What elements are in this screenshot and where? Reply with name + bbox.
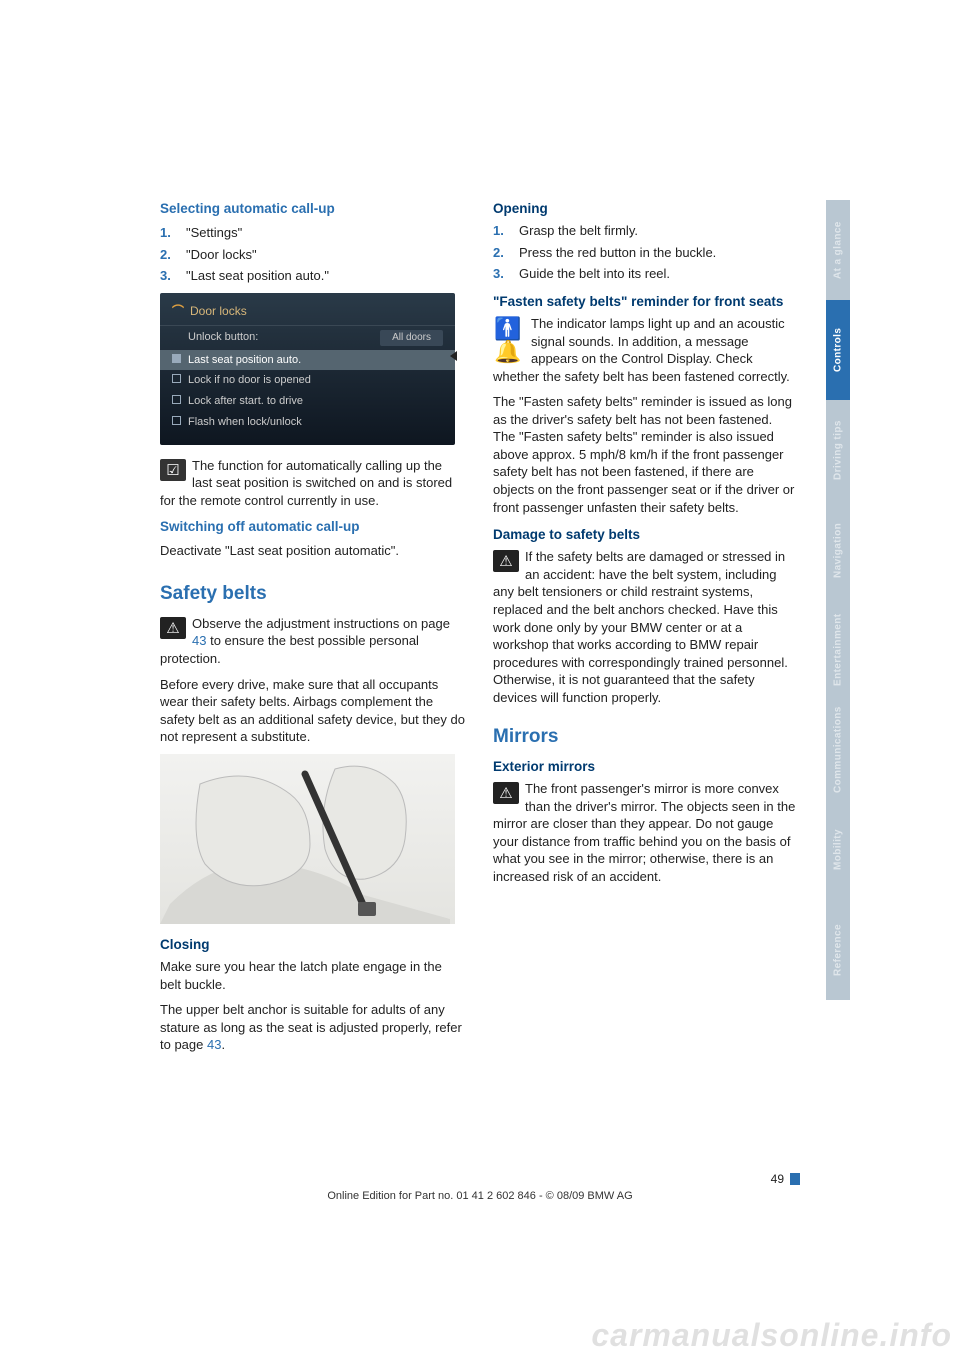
heading-safety-belts: Safety belts bbox=[160, 581, 465, 607]
steps-selecting: "Settings" "Door locks" "Last seat posit… bbox=[160, 224, 465, 285]
page-number: 49 bbox=[771, 1172, 800, 1186]
safety-intro-a: Observe the adjustment instructions on p… bbox=[192, 616, 450, 631]
section-tab[interactable]: At a glance bbox=[826, 200, 850, 300]
exterior-mirrors-p: The front passenger's mirror is more con… bbox=[493, 780, 798, 885]
step-item: Guide the belt into its reel. bbox=[493, 265, 798, 283]
idrive-pointer-icon bbox=[450, 351, 457, 361]
switchoff-body: Deactivate "Last seat position automatic… bbox=[160, 542, 465, 560]
checkbox-icon bbox=[172, 416, 181, 425]
section-tabs: At a glanceControlsDriving tipsNavigatio… bbox=[826, 200, 850, 1000]
safety-p2: Before every drive, make sure that all o… bbox=[160, 676, 465, 746]
checkbox-icon bbox=[172, 374, 181, 383]
idrive-option: Lock after start. to drive bbox=[160, 391, 455, 412]
heading-exterior-mirrors: Exterior mirrors bbox=[493, 758, 798, 776]
right-column: Opening Grasp the belt firmly. Press the… bbox=[493, 200, 798, 1062]
step-item: "Settings" bbox=[160, 224, 465, 242]
step-item: "Last seat position auto." bbox=[160, 267, 465, 285]
heading-mirrors: Mirrors bbox=[493, 724, 798, 750]
step-item: "Door locks" bbox=[160, 246, 465, 264]
seatbelt-figure bbox=[160, 754, 455, 924]
exterior-mirrors-text: The front passenger's mirror is more con… bbox=[493, 781, 795, 884]
left-column: Selecting automatic call-up "Settings" "… bbox=[160, 200, 465, 1062]
check-icon bbox=[160, 459, 186, 481]
fasten-p2: The "Fasten safety belts" reminder is is… bbox=[493, 393, 798, 516]
section-tab[interactable]: Reference bbox=[826, 900, 850, 1000]
idrive-option-label: Last seat position auto. bbox=[188, 354, 301, 366]
edition-line: Online Edition for Part no. 01 41 2 602 … bbox=[160, 1190, 800, 1202]
page-number-value: 49 bbox=[771, 1172, 784, 1186]
steps-opening: Grasp the belt firmly. Press the red but… bbox=[493, 222, 798, 283]
closing-p2: The upper belt anchor is suitable for ad… bbox=[160, 1001, 465, 1054]
idrive-title: Door locks bbox=[190, 304, 247, 318]
damage-text: If the safety belts are damaged or stres… bbox=[493, 549, 788, 704]
content-columns: Selecting automatic call-up "Settings" "… bbox=[160, 200, 800, 1062]
heading-opening: Opening bbox=[493, 200, 798, 218]
section-tab[interactable]: Communications bbox=[826, 700, 850, 800]
function-note: The function for automatically calling u… bbox=[160, 457, 465, 510]
closing-p2a: The upper belt anchor is suitable for ad… bbox=[160, 1002, 462, 1052]
idrive-unlock-row: Unlock button: All doors bbox=[160, 326, 455, 350]
idrive-screenshot: ⌒ Door locks Unlock button: All doors Las… bbox=[160, 293, 455, 445]
section-tab[interactable]: Controls bbox=[826, 300, 850, 400]
closing-p1: Make sure you hear the latch plate engag… bbox=[160, 958, 465, 993]
section-tab[interactable]: Driving tips bbox=[826, 400, 850, 500]
idrive-option-label: Lock if no door is opened bbox=[188, 374, 311, 386]
page-link[interactable]: 43 bbox=[192, 633, 206, 648]
idrive-option: Flash when lock/unlock bbox=[160, 412, 455, 433]
heading-switchoff: Switching off automatic call-up bbox=[160, 518, 465, 536]
section-tab[interactable]: Mobility bbox=[826, 800, 850, 900]
step-item: Press the red button in the buckle. bbox=[493, 244, 798, 262]
idrive-option-label: Flash when lock/unlock bbox=[188, 416, 302, 428]
heading-selecting-auto-callup: Selecting automatic call-up bbox=[160, 200, 465, 218]
manual-page: Selecting automatic call-up "Settings" "… bbox=[0, 0, 960, 1358]
warning-icon bbox=[160, 617, 186, 639]
page-number-marker bbox=[790, 1173, 800, 1185]
section-tab[interactable]: Navigation bbox=[826, 500, 850, 600]
heading-fasten-reminder: "Fasten safety belts" reminder for front… bbox=[493, 293, 798, 311]
warning-icon bbox=[493, 782, 519, 804]
heading-damage: Damage to safety belts bbox=[493, 526, 798, 544]
safety-intro: Observe the adjustment instructions on p… bbox=[160, 615, 465, 668]
step-item: Grasp the belt firmly. bbox=[493, 222, 798, 240]
idrive-header: ⌒ Door locks bbox=[160, 301, 455, 326]
seatbelt-indicator-icon: 🚹🔔 bbox=[493, 317, 523, 363]
watermark: carmanualsonline.info bbox=[591, 1317, 952, 1354]
fasten-p1: 🚹🔔 The indicator lamps light up and an a… bbox=[493, 315, 798, 385]
idrive-unlock-label: Unlock button: bbox=[188, 330, 258, 346]
idrive-option-selected: Last seat position auto. bbox=[160, 350, 455, 371]
idrive-unlock-value: All doors bbox=[380, 330, 443, 346]
idrive-option-label: Lock after start. to drive bbox=[188, 395, 303, 407]
section-tab[interactable]: Entertainment bbox=[826, 600, 850, 700]
checkbox-icon bbox=[172, 395, 181, 404]
fasten-p1-text: The indicator lamps light up and an acou… bbox=[493, 316, 790, 384]
idrive-option: Lock if no door is opened bbox=[160, 370, 455, 391]
idrive-logo-icon: ⌒ bbox=[172, 304, 184, 318]
damage-p: If the safety belts are damaged or stres… bbox=[493, 548, 798, 706]
function-note-text: The function for automatically calling u… bbox=[160, 458, 452, 508]
page-link[interactable]: 43 bbox=[207, 1037, 221, 1052]
closing-p2b: . bbox=[221, 1037, 225, 1052]
heading-closing: Closing bbox=[160, 936, 465, 954]
checkbox-icon bbox=[172, 354, 181, 363]
warning-icon bbox=[493, 550, 519, 572]
